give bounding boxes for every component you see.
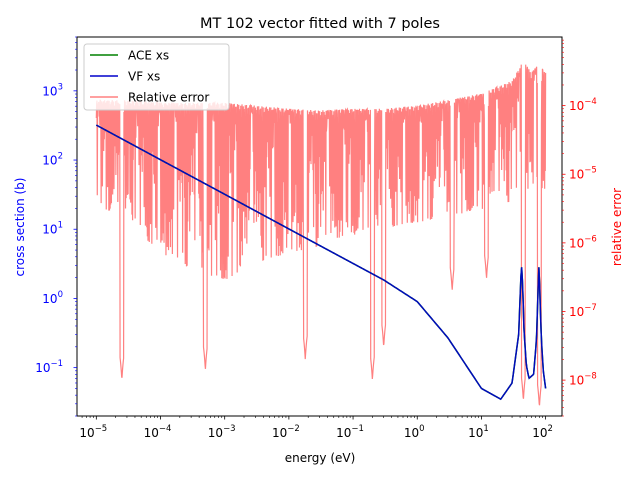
x-tick-label: 100 [404, 424, 425, 440]
y-tick-label: 102 [42, 152, 63, 168]
x-tick-label: 10−2 [272, 424, 300, 440]
y2-tick-label: 10−8 [569, 372, 597, 388]
x-tick-label: 102 [532, 424, 553, 440]
legend: ACE xs VF xs Relative error [83, 43, 230, 111]
relative-error-line [95, 64, 547, 406]
x-axis-ticks: 10−5 10−4 10−3 10−2 10−1 100 101 102 [79, 416, 553, 440]
cross-section-series [95, 124, 547, 401]
legend-label-error: Relative error [128, 91, 209, 105]
y2-tick-label: 10−6 [569, 234, 597, 250]
y-tick-label: 101 [42, 221, 63, 237]
y2-axis-label: relative error [610, 188, 624, 266]
legend-label-ace: ACE xs [128, 49, 169, 63]
y-axis-label: cross section (b) [13, 178, 27, 277]
legend-box [83, 43, 230, 111]
vf-xs-line [95, 124, 547, 401]
y2-tick-label: 10−5 [569, 166, 597, 182]
x-tick-label: 10−4 [144, 424, 172, 440]
y-tick-label: 103 [42, 82, 63, 98]
x-tick-label: 10−3 [208, 424, 236, 440]
y2-axis-ticks: 10−8 10−7 10−6 10−5 10−4 [562, 39, 597, 417]
legend-label-vf: VF xs [128, 70, 160, 84]
y2-tick-label: 10−7 [569, 303, 597, 319]
x-tick-label: 10−5 [79, 424, 107, 440]
y-axis-ticks: 10−1 100 101 102 103 [35, 36, 77, 417]
y-tick-label: 100 [42, 290, 63, 306]
x-tick-label: 10−1 [336, 424, 364, 440]
y2-tick-label: 10−4 [569, 97, 597, 113]
x-axis-label: energy (eV) [285, 451, 356, 465]
x-tick-label: 101 [468, 424, 489, 440]
relative-error-series [95, 64, 547, 406]
y-tick-label: 10−1 [35, 359, 63, 375]
chart-title: MT 102 vector fitted with 7 poles [200, 16, 440, 32]
